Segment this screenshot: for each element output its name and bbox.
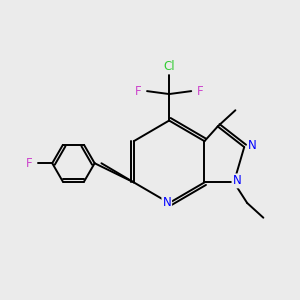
Text: Cl: Cl (163, 60, 175, 73)
Text: N: N (232, 174, 241, 188)
Text: F: F (135, 85, 142, 98)
Text: F: F (26, 157, 32, 170)
Text: N: N (162, 196, 171, 209)
Text: N: N (248, 139, 257, 152)
Text: F: F (197, 85, 203, 98)
